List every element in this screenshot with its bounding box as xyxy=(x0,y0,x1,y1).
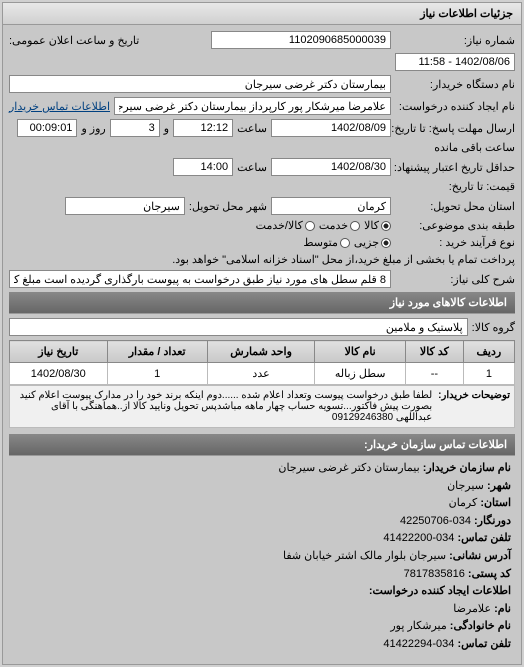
radio-medium-label: متوسط xyxy=(303,236,338,249)
desc-label: شرح کلی نیاز: xyxy=(395,273,515,286)
remaining-time-field[interactable] xyxy=(17,119,77,137)
radio-dot-icon xyxy=(350,221,360,231)
group-label: گروه کالا: xyxy=(472,321,515,334)
goods-table: ردیف کد کالا نام کالا واحد شمارش تعداد /… xyxy=(9,340,515,385)
th-unit: واحد شمارش xyxy=(207,341,315,363)
family-label: نام خانوادگی: xyxy=(450,620,511,632)
desc-field[interactable] xyxy=(9,270,391,288)
from-date-field[interactable] xyxy=(271,158,391,176)
phone-value: 034-41422200 xyxy=(383,532,454,544)
state-field[interactable] xyxy=(271,197,391,215)
postal-value: 7817835816 xyxy=(404,568,465,580)
radio-medium[interactable]: متوسط xyxy=(303,236,350,249)
th-code: کد کالا xyxy=(406,341,464,363)
contact-city-label: شهر: xyxy=(487,480,511,492)
family-value: میرشکار پور xyxy=(390,620,446,632)
radio-gs-label: کالا/خدمت xyxy=(256,219,303,232)
days-label: روز و xyxy=(81,122,105,135)
table-row[interactable]: 1 -- سطل زباله عدد 1 1402/08/30 xyxy=(10,363,515,385)
org-label: نام سازمان خریدار: xyxy=(423,462,511,474)
radio-service-label: خدمت xyxy=(319,219,348,232)
cell-code: -- xyxy=(406,363,464,385)
radio-minor-label: جزیی xyxy=(354,236,379,249)
announce-label: تاریخ و ساعت اعلان عمومی: xyxy=(9,34,139,47)
announce-field[interactable] xyxy=(395,53,515,71)
org-value: بیمارستان دکتر غرضی سیرجان xyxy=(278,462,419,474)
buyer-notes-label: توضیحات خریدار: xyxy=(432,390,510,423)
req-no-label: شماره نیاز: xyxy=(395,34,515,47)
reply-until-label: ارسال مهلت پاسخ: تا تاریخ: xyxy=(395,122,515,135)
creator-field[interactable] xyxy=(114,97,391,115)
fax-value: 034-42250706 xyxy=(400,515,471,527)
and-label: و xyxy=(164,122,169,135)
name-label: نام: xyxy=(494,603,511,615)
th-name: نام کالا xyxy=(315,341,406,363)
remaining-label: ساعت باقی مانده xyxy=(434,141,515,154)
radio-goods-service[interactable]: کالا/خدمت xyxy=(256,219,315,232)
subject-class-label: طبقه بندی موضوعی: xyxy=(395,219,515,232)
creator-label: نام ایجاد کننده درخواست: xyxy=(395,100,515,113)
buyer-notes-row: توضیحات خریدار: لطفا طبق درخواست پیوست و… xyxy=(9,385,515,428)
th-qty: تعداد / مقدار xyxy=(107,341,207,363)
address-value: سیرجان بلوار مالک اشتر خیابان شفا xyxy=(283,550,446,562)
phone-label: تلفن تماس: xyxy=(457,532,511,544)
cell-qty: 1 xyxy=(107,363,207,385)
contact-link[interactable]: اطلاعات تماس خریدار xyxy=(9,100,110,113)
th-need-date: تاریخ نیاز xyxy=(10,341,108,363)
days-field[interactable] xyxy=(110,119,160,137)
time-label-2: ساعت xyxy=(237,161,267,174)
device-label: نام دستگاه خریدار: xyxy=(395,78,515,91)
radio-minor[interactable]: جزیی xyxy=(354,236,391,249)
goods-section-title: اطلاعات کالاهای مورد نیاز xyxy=(9,292,515,314)
cell-unit: عدد xyxy=(207,363,315,385)
postal-label: کد پستی: xyxy=(468,568,511,580)
price-to-label: قیمت: تا تاریخ: xyxy=(395,180,515,193)
radio-dot-icon xyxy=(381,238,391,248)
buyer-notes-text: لطفا طبق درخواست پیوست وتعداد اعلام شده … xyxy=(14,390,432,423)
reply-date-field[interactable] xyxy=(271,119,391,137)
radio-dot-icon xyxy=(340,238,350,248)
cell-name: سطل زباله xyxy=(315,363,406,385)
time-label-1: ساعت xyxy=(237,122,267,135)
cell-need-date: 1402/08/30 xyxy=(10,363,108,385)
device-field[interactable] xyxy=(9,75,391,93)
fax-label: دورنگار: xyxy=(474,515,511,527)
radio-service[interactable]: خدمت xyxy=(319,219,360,232)
address-label: آدرس نشانی: xyxy=(449,550,511,562)
radio-dot-icon xyxy=(305,221,315,231)
radio-dot-icon xyxy=(381,221,391,231)
contact-block: نام سازمان خریدار: بیمارستان دکتر غرضی س… xyxy=(9,456,515,658)
city-field[interactable] xyxy=(65,197,185,215)
radio-goods-label: کالا xyxy=(364,219,379,232)
th-row: ردیف xyxy=(463,341,514,363)
panel-title: جزئیات اطلاعات نیاز xyxy=(3,3,521,25)
tel2-label: تلفن تماس: xyxy=(457,638,511,650)
req-no-field[interactable] xyxy=(211,31,391,49)
creator-title: اطلاعات ایجاد کننده درخواست: xyxy=(369,585,511,597)
name-value: علامرضا xyxy=(453,603,491,615)
radio-goods[interactable]: کالا xyxy=(364,219,391,232)
contact-section-title: اطلاعات تماس سازمان خریدار: xyxy=(9,434,515,456)
from-date-label: حداقل تاریخ اعتبار پیشنهاد: تا تاریخ: xyxy=(395,161,515,174)
contact-state-value: کرمان xyxy=(449,497,478,509)
from-time-field[interactable] xyxy=(173,158,233,176)
payment-note: پرداخت تمام یا بخشی از مبلغ خرید،از محل … xyxy=(172,253,515,266)
group-field[interactable] xyxy=(9,318,468,336)
contact-city-value: سیرجان xyxy=(447,480,484,492)
tel2-value: 034-41422294 xyxy=(383,638,454,650)
state-label: استان محل تحویل: xyxy=(395,200,515,213)
contact-state-label: استان: xyxy=(480,497,511,509)
reply-time-field[interactable] xyxy=(173,119,233,137)
buy-type-label: نوع فرآیند خرید : xyxy=(395,236,515,249)
city-label: شهر محل تحویل: xyxy=(189,200,267,213)
cell-row: 1 xyxy=(463,363,514,385)
